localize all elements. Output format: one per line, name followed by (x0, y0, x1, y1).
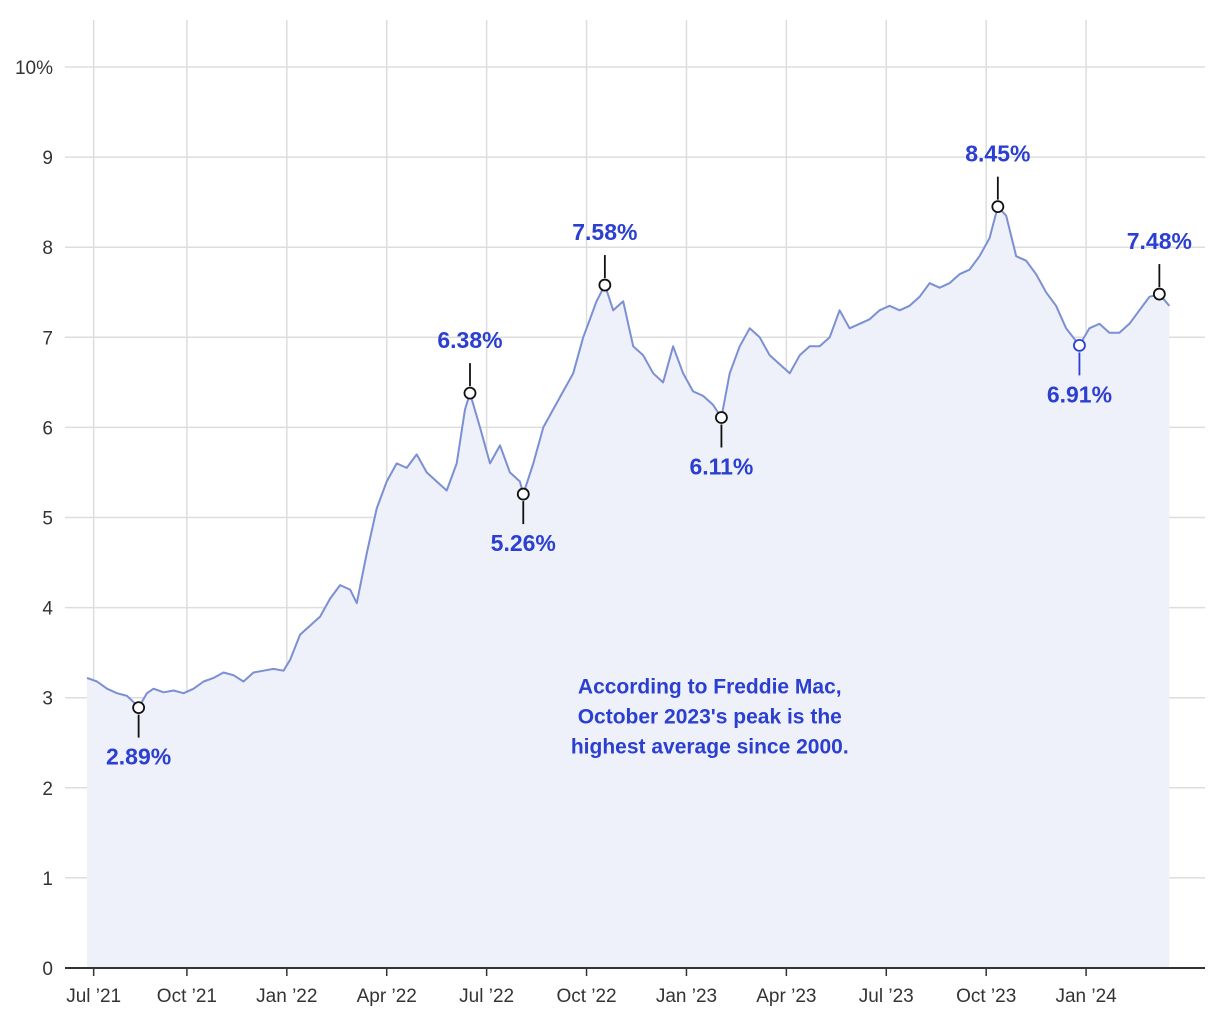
x-tick-label: Oct ’22 (556, 986, 616, 1007)
callout-marker (463, 386, 477, 400)
y-tick-label: 10% (15, 58, 53, 79)
annotation-layer: According to Freddie Mac, October 2023's … (571, 676, 849, 759)
series-area-fill (87, 206, 1170, 968)
callout-layer: 2.89% 6.38% 5.26% 7.58% 6.11% 8.45% 6.91% 7.48% (106, 141, 1192, 770)
x-tick-label: Apr ’23 (756, 986, 816, 1007)
annotation-line: According to Freddie Mac, (578, 676, 842, 699)
callout-marker (715, 411, 728, 424)
callout: 6.38% (437, 327, 503, 400)
y-tick-label: 3 (42, 689, 53, 710)
callout: 5.26% (491, 487, 556, 556)
y-tick-label: 9 (42, 148, 53, 169)
series-line (86, 205, 1171, 709)
callout-marker (598, 278, 612, 292)
callout: 8.45% (965, 141, 1030, 214)
y-tick-label: 5 (42, 509, 53, 530)
y-tick-label: 4 (42, 599, 53, 620)
callout-marker (516, 487, 530, 501)
callout-marker (1073, 339, 1086, 352)
annotation-line: October 2023's peak is the (578, 706, 842, 729)
callout-label: 5.26% (491, 530, 556, 556)
x-tick-label: Oct ’23 (956, 986, 1016, 1007)
annotation-line: highest average since 2000. (571, 736, 849, 759)
callout-label: 6.38% (437, 327, 502, 353)
area-layer (86, 205, 1171, 968)
callout-label: 8.45% (965, 141, 1030, 167)
callout-marker (132, 701, 146, 715)
x-tick-label: Jul ’22 (459, 986, 514, 1007)
y-tick-label: 1 (42, 869, 53, 890)
callout-marker (991, 200, 1005, 214)
callout: 7.58% (572, 219, 637, 292)
callout: 7.48% (1127, 228, 1192, 301)
callout: 6.91% (1047, 339, 1112, 407)
x-tick-label: Jul ’23 (859, 986, 914, 1007)
callout-label: 6.11% (689, 453, 753, 479)
callout-label: 6.91% (1047, 381, 1112, 407)
y-tick-label: 8 (42, 238, 53, 259)
callout: 6.11% (689, 411, 753, 479)
y-tick-label: 2 (42, 779, 53, 800)
axis-layer: 0 1 2 3 4 5 6 7 8 9 10% Jul ’21 Oct ’21 Jan ’22 Apr ’2… (15, 58, 1205, 1007)
x-tick-label: Oct ’21 (157, 986, 217, 1007)
y-tick-label: 6 (42, 418, 53, 439)
y-tick-label: 7 (42, 328, 53, 349)
x-tick-label: Jan ’23 (656, 986, 717, 1007)
callout: 2.89% (106, 701, 171, 770)
callout-label: 7.58% (572, 219, 637, 245)
x-tick-label: Jan ’22 (256, 986, 317, 1007)
callout-label: 7.48% (1127, 228, 1192, 254)
y-tick-label: 0 (42, 959, 53, 980)
callout-label: 2.89% (106, 744, 171, 770)
callout-marker (1152, 287, 1166, 301)
x-tick-label: Jan ’24 (1055, 986, 1117, 1007)
x-tick-label: Jul ’21 (66, 986, 121, 1007)
x-tick-label: Apr ’22 (357, 986, 417, 1007)
